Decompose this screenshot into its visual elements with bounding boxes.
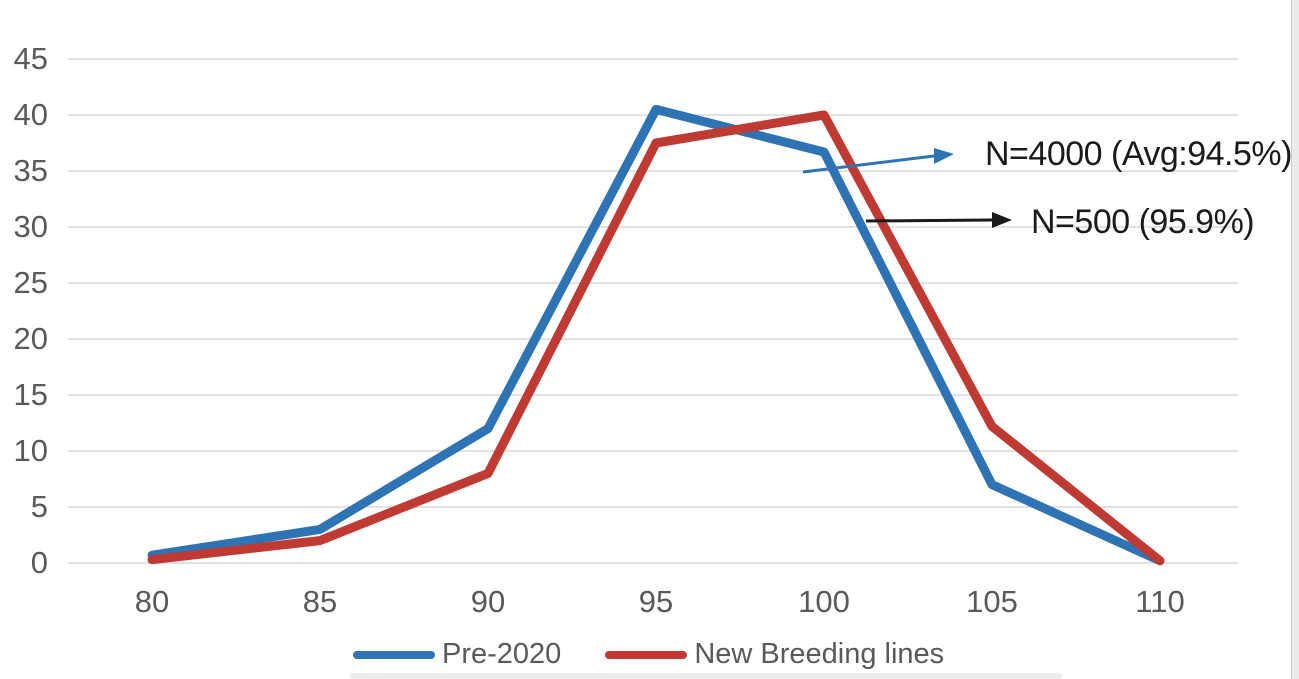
legend-line-swatch-blue xyxy=(353,650,435,659)
y-axis-tick-label: 20 xyxy=(13,321,48,356)
legend-item-new-breeding-lines: New Breeding lines xyxy=(605,638,944,671)
y-axis-tick-label: 0 xyxy=(30,545,48,580)
annotation-arrow-black-head xyxy=(992,212,1012,228)
y-axis-tick-label: 30 xyxy=(13,209,48,244)
series-line-1 xyxy=(147,110,1165,566)
x-axis-tick-label: 85 xyxy=(302,584,338,619)
x-axis-tick-label: 105 xyxy=(966,584,1018,619)
legend-label-new-breeding-lines: New Breeding lines xyxy=(694,638,945,670)
x-axis-tick-label: 110 xyxy=(1135,584,1185,619)
y-axis-tick-label: 15 xyxy=(13,377,48,412)
y-axis-tick-label: 5 xyxy=(30,489,48,524)
annotation-n4000: N=4000 (Avg:94.5%) xyxy=(985,135,1292,173)
annotation-arrow-blue-head xyxy=(934,148,954,164)
y-axis-tick-label: 40 xyxy=(13,97,48,132)
chart-legend: Pre-2020 New Breeding lines xyxy=(353,638,944,671)
annotation-n500: N=500 (95.9%) xyxy=(1031,203,1255,241)
legend-line-swatch-red xyxy=(605,650,688,659)
legend-item-pre-2020: Pre-2020 xyxy=(353,638,561,671)
x-axis-tick-label: 80 xyxy=(134,584,170,619)
annotation-arrow-black xyxy=(865,218,993,223)
y-axis-tick-label: 45 xyxy=(13,41,48,76)
x-axis-tick-label: 100 xyxy=(798,584,850,619)
series-line-0 xyxy=(147,104,1165,566)
bottom-edge-artifact xyxy=(350,673,1062,679)
scrollbar-track[interactable] xyxy=(1291,0,1299,679)
y-axis-tick-label: 35 xyxy=(13,153,48,188)
annotation-arrow-blue xyxy=(802,154,935,174)
y-axis-tick-label: 25 xyxy=(13,265,48,300)
x-axis-tick-label: 90 xyxy=(470,584,506,619)
y-axis-tick-label: 10 xyxy=(13,433,48,468)
x-axis-tick-label: 95 xyxy=(638,584,674,619)
legend-label-pre-2020: Pre-2020 xyxy=(442,638,562,670)
